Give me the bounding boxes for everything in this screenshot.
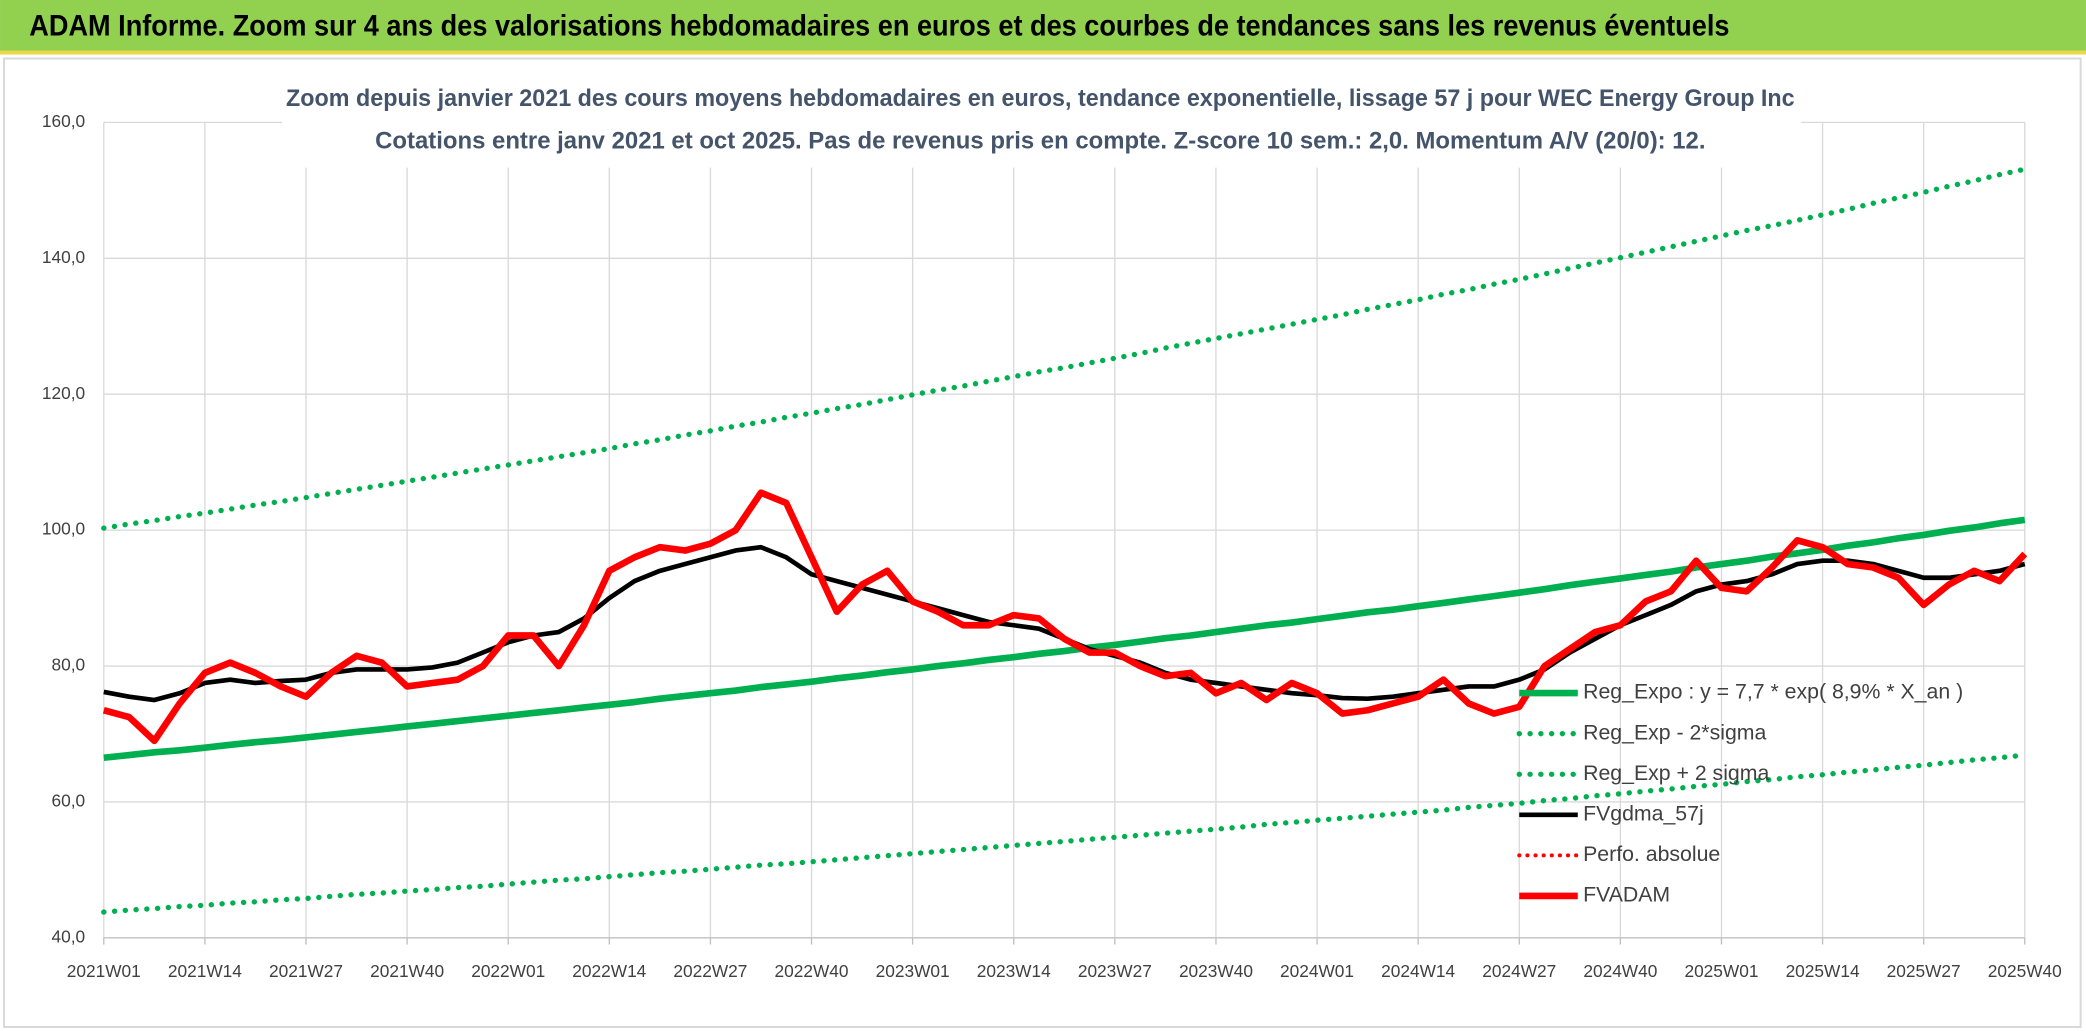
x-tick-label: 2024W27: [1482, 961, 1556, 981]
x-tick-label: 2022W14: [572, 961, 646, 981]
x-tick-label: 2021W27: [269, 961, 343, 981]
legend-label: FVgdma_57j: [1583, 801, 1704, 825]
series-line: [102, 489, 2028, 745]
x-tick-label: 2021W14: [168, 961, 242, 981]
legend-label: Reg_Expo : y = 7,7 * exp( 8,9% * X_an ): [1583, 680, 1963, 704]
y-tick-label: 140,0: [42, 247, 85, 267]
y-tick-label: 120,0: [42, 383, 85, 403]
x-tick-label: 2022W27: [673, 961, 747, 981]
title-backdrop: [282, 79, 1802, 168]
x-tick-label: 2023W27: [1078, 961, 1152, 981]
plot: [101, 166, 2028, 915]
series-line: [101, 166, 2028, 531]
chart-border: [3, 57, 2082, 1029]
x-tick-label: 2025W40: [1988, 961, 2062, 981]
x-tick-label: 2021W40: [370, 961, 444, 981]
x-tick-label: 2023W01: [876, 961, 950, 981]
x-tick-label: 2023W40: [1179, 961, 1253, 981]
legend-label: FVADAM: [1583, 883, 1670, 907]
legend-label: Reg_Exp + 2 sigma: [1583, 761, 1769, 785]
x-tick-label: 2024W01: [1280, 961, 1354, 981]
y-tick-label: 100,0: [42, 519, 85, 539]
legend: Reg_Expo : y = 7,7 * exp( 8,9% * X_an ) R…: [1516, 680, 1963, 907]
series-line: [101, 752, 2028, 915]
grid: 40,0 60,0 80,0 100,0 120,0 140,0 160,0 2021W01 2…: [42, 111, 2062, 981]
chart-title: Zoom depuis janvier 2021 des cours moyen…: [286, 85, 1795, 112]
x-tick-label: 2024W40: [1583, 961, 1657, 981]
x-tick-label: 2024W14: [1381, 961, 1455, 981]
legend-label: Perfo. absolue: [1583, 842, 1720, 866]
x-tick-label: 2025W14: [1786, 961, 1860, 981]
x-tick-label: 2022W01: [471, 961, 545, 981]
banner: [0, 0, 2086, 54]
chart-subtitle: Cotations entre janv 2021 et oct 2025. P…: [375, 128, 1705, 155]
y-tick-label: 60,0: [52, 791, 86, 811]
y-tick-label: 40,0: [52, 926, 86, 946]
x-tick-label: 2025W01: [1684, 961, 1758, 981]
banner-edge: [0, 50, 2086, 55]
x-tick-label: 2021W01: [67, 961, 141, 981]
x-tick-label: 2022W40: [775, 961, 849, 981]
y-tick-label: 80,0: [52, 655, 86, 675]
x-tick-label: 2025W27: [1887, 961, 1961, 981]
banner-title: ADAM Informe. Zoom sur 4 ans des valoris…: [29, 11, 1729, 43]
y-tick-label: 160,0: [42, 111, 85, 131]
legend-label: Reg_Exp - 2*sigma: [1583, 720, 1766, 744]
x-tick-label: 2023W14: [977, 961, 1051, 981]
